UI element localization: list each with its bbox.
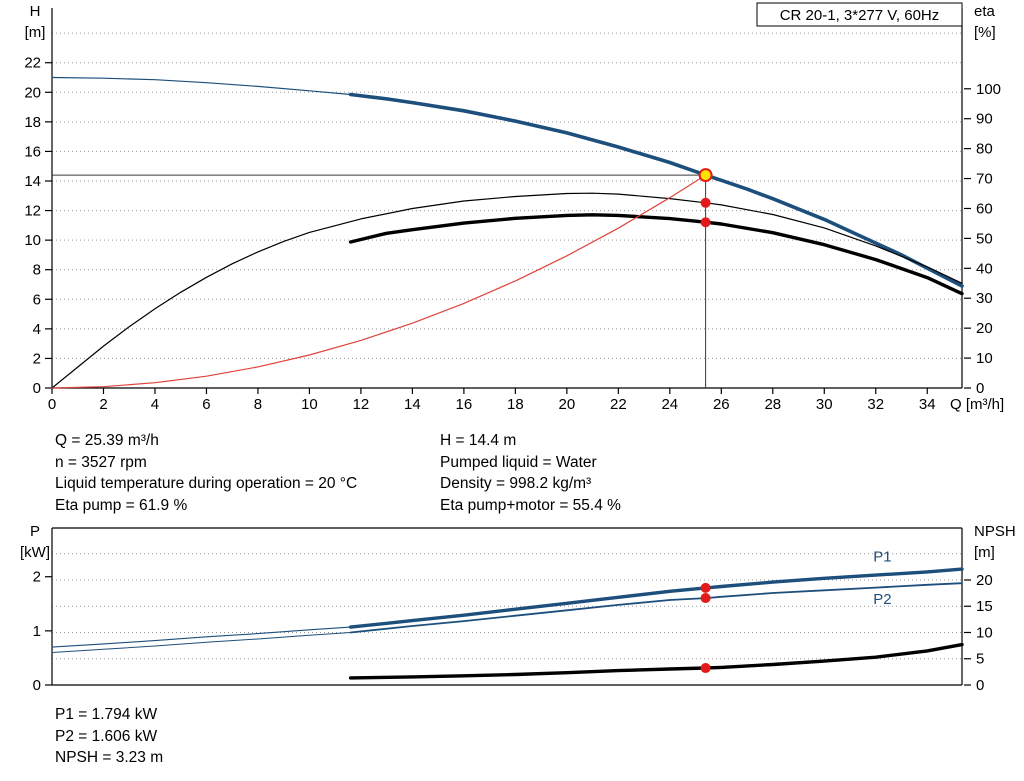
info-line-density: Density = 998.2 kg/m³: [440, 475, 592, 492]
x-tick-label: 12: [353, 396, 370, 413]
head-eta-chart: 0 2 4 6 8 10 12 14 16 18 20 22 24 26 28 30 32 34 Q [m³/h]0…: [24, 2, 1004, 413]
x-tick-label: 34: [919, 396, 936, 413]
series-label-p2-curve: P2: [873, 591, 891, 608]
x-tick-label: 22: [610, 396, 627, 413]
y-left-tick-label: 6: [33, 291, 41, 308]
y-left-tick-label: 1: [33, 623, 41, 640]
y-right-tick-label: 20: [976, 572, 993, 589]
y-right-tick-label: 80: [976, 141, 993, 158]
y-left-tick-label: 0: [33, 380, 41, 397]
y-right-tick-label: 10: [976, 624, 993, 641]
series-p1-curve-thin: [51, 626, 352, 648]
y-right-axis-label: [m]: [974, 544, 995, 561]
y-right-tick-label: 0: [976, 380, 984, 397]
y-right-tick-label: 50: [976, 230, 993, 247]
x-tick-label: 6: [202, 396, 210, 413]
x-tick-label: 8: [254, 396, 262, 413]
y-left-tick-label: 22: [24, 55, 41, 72]
x-tick-label: 20: [559, 396, 576, 413]
info-line-p1: P1 = 1.794 kW: [55, 706, 158, 723]
y-left-tick-label: 16: [24, 143, 41, 160]
npsh-duty-dot: [700, 663, 711, 674]
y-right-tick-label: 30: [976, 290, 993, 307]
y-right-axis-label: eta: [974, 3, 996, 20]
x-tick-label: 18: [507, 396, 524, 413]
series-label-p1-curve: P1: [873, 549, 891, 566]
series-p2-curve: [349, 582, 963, 634]
y-left-tick-label: 12: [24, 203, 41, 220]
info-line-eta-pump: Eta pump = 61.9 %: [55, 496, 188, 514]
x-tick-label: 4: [151, 396, 159, 413]
y-left-axis-label: [kW]: [20, 544, 50, 561]
x-tick-label: 32: [867, 396, 884, 413]
info-line-p2: P2 = 1.606 kW: [55, 727, 158, 745]
y-right-axis-label: NPSH: [974, 523, 1016, 540]
x-tick-label: 28: [764, 396, 781, 413]
y-left-tick-label: 2: [33, 569, 41, 586]
eta-pump-motor-duty-dot: [700, 217, 711, 228]
y-left-tick-label: 2: [33, 350, 41, 367]
series-eta-pump-curve: [51, 192, 963, 389]
series-npsh-curve: [348, 642, 964, 680]
x-tick-label: 30: [816, 396, 833, 413]
series-p2-curve-thin: [51, 632, 352, 653]
chart-title-box: [756, 2, 963, 27]
power-info-column: P1 = 1.794 kW P2 = 1.606 kW NPSH = 3.23 …: [55, 704, 163, 769]
y-left-tick-label: 4: [33, 321, 41, 338]
info-line-head: H = 14.4 m: [440, 432, 517, 449]
series-head-curve-thin: [51, 76, 352, 96]
y-right-tick-label: 10: [976, 350, 993, 367]
x-tick-label: 24: [661, 396, 678, 413]
y-left-tick-label: 0: [33, 677, 41, 694]
y-right-tick-label: 60: [976, 200, 993, 217]
y-right-tick-label: 0: [976, 677, 984, 694]
p1-duty-dot: [700, 582, 711, 593]
eta-pump-duty-dot: [700, 197, 711, 208]
y-left-tick-label: 20: [24, 84, 41, 101]
p2-duty-dot: [700, 593, 711, 604]
x-axis-label: Q [m³/h]: [950, 396, 1004, 413]
duty-info-left-column: Q = 25.39 m³/h n = 3527 rpm Liquid tempe…: [55, 430, 357, 516]
info-line-speed: n = 3527 rpm: [55, 453, 147, 471]
y-left-axis-label: [m]: [25, 24, 46, 41]
y-left-tick-label: 10: [24, 232, 41, 249]
series-head-curve: [348, 92, 964, 288]
info-line-pumped-liquid: Pumped liquid = Water: [440, 453, 597, 471]
x-tick-label: 2: [99, 396, 107, 413]
y-right-tick-label: 5: [976, 651, 984, 668]
y-right-tick-label: 90: [976, 111, 993, 128]
info-line-eta-pump-motor: Eta pump+motor = 55.4 %: [440, 496, 621, 514]
y-right-tick-label: 40: [976, 260, 993, 277]
x-tick-label: 0: [48, 396, 56, 413]
chart-title: CR 20-1, 3*277 V, 60Hz: [780, 7, 940, 24]
y-right-tick-label: 15: [976, 598, 993, 615]
y-left-tick-label: 8: [33, 262, 41, 279]
info-line-q: Q = 25.39 m³/h: [55, 432, 159, 449]
duty-point: [698, 168, 713, 183]
info-line-liquid-temp: Liquid temperature during operation = 20…: [55, 475, 358, 492]
series-system-curve: [51, 174, 707, 389]
series-p1-curve: [348, 567, 964, 629]
y-right-tick-label: 70: [976, 171, 993, 188]
info-line-npsh: NPSH = 3.23 m: [55, 749, 164, 766]
y-right-tick-label: 20: [976, 320, 993, 337]
y-right-axis-label: [%]: [974, 24, 996, 41]
y-right-tick-label: 100: [976, 81, 1001, 98]
x-tick-label: 26: [713, 396, 730, 413]
y-left-tick-label: 14: [24, 173, 41, 190]
x-tick-label: 10: [301, 396, 318, 413]
x-tick-label: 16: [456, 396, 473, 413]
duty-info-right-column: H = 14.4 m Pumped liquid = Water Density…: [440, 430, 621, 516]
y-left-axis-label: P: [30, 523, 40, 540]
y-left-tick-label: 18: [24, 114, 41, 131]
y-left-axis-label: H: [30, 3, 41, 20]
series-eta-pump-motor-curve: [348, 213, 964, 296]
x-tick-label: 14: [404, 396, 421, 413]
